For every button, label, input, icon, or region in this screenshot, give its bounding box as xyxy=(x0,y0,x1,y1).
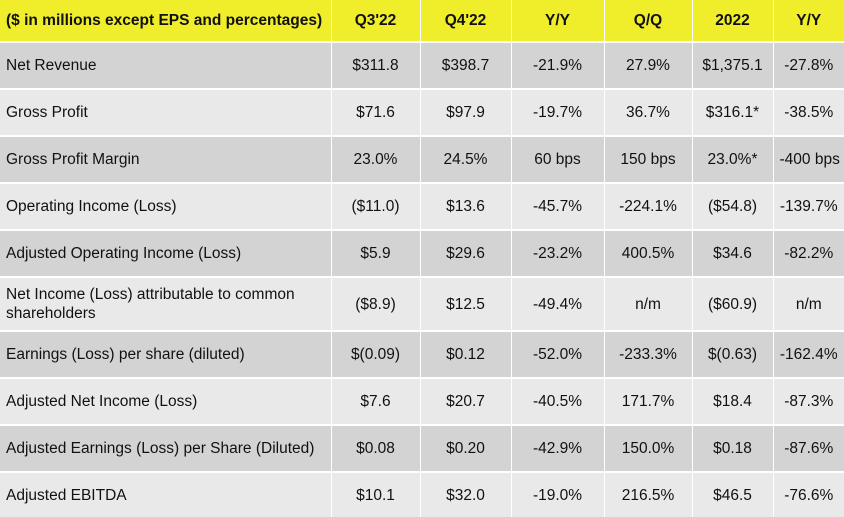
cell-yoy-quarter: -52.0% xyxy=(511,331,605,379)
row-label: Adjusted EBITDA xyxy=(0,472,332,517)
cell-yoy-quarter: -42.9% xyxy=(511,425,605,473)
cell-q3-22: 23.0% xyxy=(331,136,421,184)
cell-2022: $46.5 xyxy=(692,472,774,517)
table-row: Net Income (Loss) attributable to common… xyxy=(0,277,844,332)
cell-2022: $18.4 xyxy=(692,378,774,426)
cell-yoy-annual: -139.7% xyxy=(773,183,844,231)
row-label: Net Revenue xyxy=(0,42,332,90)
cell-q3-22: ($11.0) xyxy=(331,183,421,231)
table-row: Net Revenue $311.8 $398.7 -21.9% 27.9% $… xyxy=(0,42,844,90)
cell-q3-22: $0.08 xyxy=(331,425,421,473)
cell-qoq: -224.1% xyxy=(604,183,693,231)
table-row: Adjusted Operating Income (Loss) $5.9 $2… xyxy=(0,230,844,278)
header-yoy-quarter: Y/Y xyxy=(511,0,605,43)
cell-q4-22: $20.7 xyxy=(420,378,512,426)
cell-qoq: 400.5% xyxy=(604,230,693,278)
table-row: Earnings (Loss) per share (diluted) $(0.… xyxy=(0,331,844,379)
row-label: Gross Profit Margin xyxy=(0,136,332,184)
table-row: Gross Profit Margin 23.0% 24.5% 60 bps 1… xyxy=(0,136,844,184)
header-yoy-annual: Y/Y xyxy=(773,0,844,43)
table-row: Adjusted Earnings (Loss) per Share (Dilu… xyxy=(0,425,844,473)
cell-2022: $0.18 xyxy=(692,425,774,473)
cell-yoy-annual: -27.8% xyxy=(773,42,844,90)
cell-yoy-annual: -82.2% xyxy=(773,230,844,278)
cell-yoy-quarter: -19.7% xyxy=(511,89,605,137)
row-label: Earnings (Loss) per share (diluted) xyxy=(0,331,332,379)
cell-qoq: n/m xyxy=(604,277,693,332)
cell-2022: $34.6 xyxy=(692,230,774,278)
header-units: ($ in millions except EPS and percentage… xyxy=(0,0,332,43)
cell-yoy-quarter: -23.2% xyxy=(511,230,605,278)
cell-q4-22: $29.6 xyxy=(420,230,512,278)
row-label: Adjusted Earnings (Loss) per Share (Dilu… xyxy=(0,425,332,473)
cell-qoq: 150.0% xyxy=(604,425,693,473)
row-label: Gross Profit xyxy=(0,89,332,137)
cell-qoq: 216.5% xyxy=(604,472,693,517)
table-row: Adjusted EBITDA $10.1 $32.0 -19.0% 216.5… xyxy=(0,472,844,517)
cell-yoy-quarter: -45.7% xyxy=(511,183,605,231)
cell-2022: $1,375.1 xyxy=(692,42,774,90)
cell-q3-22: $71.6 xyxy=(331,89,421,137)
cell-q3-22: $311.8 xyxy=(331,42,421,90)
cell-2022: ($54.8) xyxy=(692,183,774,231)
cell-yoy-quarter: -21.9% xyxy=(511,42,605,90)
cell-2022: $(0.63) xyxy=(692,331,774,379)
cell-qoq: 27.9% xyxy=(604,42,693,90)
header-2022: 2022 xyxy=(692,0,774,43)
cell-q4-22: $0.12 xyxy=(420,331,512,379)
cell-qoq: 150 bps xyxy=(604,136,693,184)
cell-yoy-annual: -38.5% xyxy=(773,89,844,137)
cell-q3-22: $5.9 xyxy=(331,230,421,278)
cell-yoy-annual: -87.3% xyxy=(773,378,844,426)
cell-yoy-annual: -76.6% xyxy=(773,472,844,517)
cell-yoy-annual: n/m xyxy=(773,277,844,332)
cell-q4-22: 24.5% xyxy=(420,136,512,184)
cell-q4-22: $398.7 xyxy=(420,42,512,90)
cell-qoq: 36.7% xyxy=(604,89,693,137)
cell-q3-22: $10.1 xyxy=(331,472,421,517)
table-row: Gross Profit $71.6 $97.9 -19.7% 36.7% $3… xyxy=(0,89,844,137)
cell-yoy-annual: -87.6% xyxy=(773,425,844,473)
cell-yoy-quarter: -40.5% xyxy=(511,378,605,426)
header-q3-22: Q3'22 xyxy=(331,0,421,43)
cell-2022: $316.1* xyxy=(692,89,774,137)
table-row: Operating Income (Loss) ($11.0) $13.6 -4… xyxy=(0,183,844,231)
header-row: ($ in millions except EPS and percentage… xyxy=(0,0,844,43)
cell-yoy-quarter: -19.0% xyxy=(511,472,605,517)
cell-yoy-quarter: -49.4% xyxy=(511,277,605,332)
row-label: Adjusted Operating Income (Loss) xyxy=(0,230,332,278)
cell-q3-22: $(0.09) xyxy=(331,331,421,379)
cell-qoq: 171.7% xyxy=(604,378,693,426)
row-label: Operating Income (Loss) xyxy=(0,183,332,231)
header-qoq: Q/Q xyxy=(604,0,693,43)
cell-q4-22: $32.0 xyxy=(420,472,512,517)
cell-2022: 23.0%* xyxy=(692,136,774,184)
table-row: Adjusted Net Income (Loss) $7.6 $20.7 -4… xyxy=(0,378,844,426)
cell-q4-22: $97.9 xyxy=(420,89,512,137)
row-label: Adjusted Net Income (Loss) xyxy=(0,378,332,426)
row-label: Net Income (Loss) attributable to common… xyxy=(0,277,332,332)
cell-q4-22: $13.6 xyxy=(420,183,512,231)
cell-yoy-annual: -400 bps xyxy=(773,136,844,184)
cell-q4-22: $0.20 xyxy=(420,425,512,473)
header-q4-22: Q4'22 xyxy=(420,0,512,43)
cell-q3-22: $7.6 xyxy=(331,378,421,426)
cell-yoy-annual: -162.4% xyxy=(773,331,844,379)
cell-yoy-quarter: 60 bps xyxy=(511,136,605,184)
cell-q4-22: $12.5 xyxy=(420,277,512,332)
cell-2022: ($60.9) xyxy=(692,277,774,332)
cell-qoq: -233.3% xyxy=(604,331,693,379)
cell-q3-22: ($8.9) xyxy=(331,277,421,332)
